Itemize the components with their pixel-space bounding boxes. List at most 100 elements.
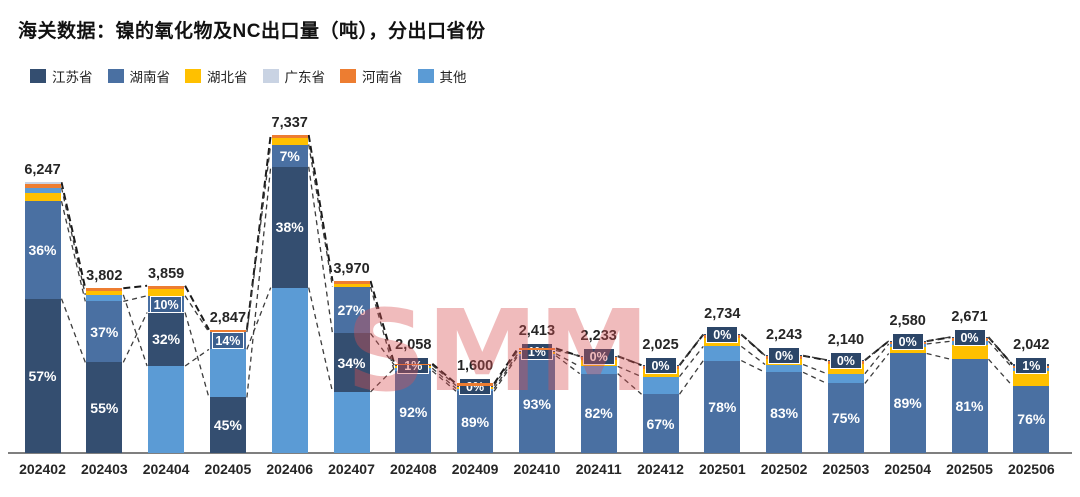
bar-total-label: 2,140 xyxy=(827,331,865,348)
connector-line xyxy=(123,284,148,290)
bar-total-label: 2,233 xyxy=(580,327,617,344)
segment-percent-label-boxed: 0% xyxy=(582,347,615,365)
bar-total-label: 2,580 xyxy=(889,312,926,329)
bar-segment xyxy=(704,346,741,361)
bar-segment xyxy=(148,289,185,296)
legend-item-2: 湖北省 xyxy=(185,66,248,86)
connector-line xyxy=(555,355,581,375)
bar-total-label: 3,859 xyxy=(147,265,185,282)
x-axis-label: 202506 xyxy=(1007,461,1055,477)
x-axis-label: 202403 xyxy=(80,461,128,477)
connector-line xyxy=(802,354,828,361)
connector-line xyxy=(926,352,951,360)
bar-segment xyxy=(704,360,741,453)
connector-line xyxy=(802,354,828,362)
x-axis-label: 202402 xyxy=(19,461,66,477)
x-axis-label: 202502 xyxy=(760,461,808,477)
bar-segment xyxy=(395,363,432,366)
bar-segment xyxy=(271,166,308,288)
bar-total-label: 2,058 xyxy=(395,337,432,354)
bar-segment xyxy=(1013,370,1050,386)
bar-segment xyxy=(951,344,988,360)
bar-segment xyxy=(580,373,617,453)
segment-percent-label-boxed: 0% xyxy=(459,377,492,395)
bar-total-label: 2,042 xyxy=(1013,336,1050,353)
connector-line xyxy=(678,360,704,395)
bar-segment xyxy=(333,280,370,285)
segment-percent-label: 78% xyxy=(708,398,737,415)
bar-segment xyxy=(209,349,246,398)
legend-swatch-icon xyxy=(262,69,279,83)
connector-line xyxy=(988,358,1013,387)
bar-segment xyxy=(271,135,308,139)
bar-segment xyxy=(766,364,803,373)
segment-percent-label-boxed: 1% xyxy=(397,357,430,375)
connector-line xyxy=(926,336,951,342)
bar-segment xyxy=(333,284,370,287)
bar-segment xyxy=(827,383,864,453)
segment-percent-label: 7% xyxy=(279,147,300,164)
bar-segment xyxy=(24,187,61,194)
connector-line xyxy=(617,373,642,395)
segment-percent-label: 57% xyxy=(28,367,57,384)
connector-line xyxy=(802,371,828,385)
bar-segment xyxy=(827,373,864,384)
segment-percent-label: 82% xyxy=(584,405,613,422)
bar-segment xyxy=(148,312,185,367)
bar-segment xyxy=(333,286,370,334)
connector-line xyxy=(555,353,581,367)
segment-percent-label: 36% xyxy=(28,241,57,258)
segment-percent-label-boxed: 0% xyxy=(829,351,862,369)
segment-percent-label: 89% xyxy=(893,395,922,412)
bar-total-label: 3,970 xyxy=(333,260,370,277)
legend-swatch-icon xyxy=(185,69,201,83)
x-axis-label: 202411 xyxy=(575,461,622,477)
connector-line xyxy=(741,359,766,373)
legend-label: 广东省 xyxy=(284,70,326,85)
x-axis-label: 202408 xyxy=(389,461,437,477)
legend-label: 湖北省 xyxy=(207,70,248,85)
x-axis-label: 202412 xyxy=(637,461,684,477)
bar-total-label: 3,802 xyxy=(86,268,123,285)
x-axis-line xyxy=(8,452,1072,454)
x-axis-label: 202404 xyxy=(142,461,190,477)
segment-percent-label: 75% xyxy=(831,410,860,427)
bar-segment xyxy=(86,290,123,295)
x-axis-label: 202409 xyxy=(451,461,499,477)
connector-line xyxy=(555,349,580,357)
legend: 江苏省 湖南省 湖北省 广东省 河南省 其他 xyxy=(30,66,467,86)
bar-segment xyxy=(395,370,432,453)
bar-segment xyxy=(86,294,123,302)
bar-total-label: 2,847 xyxy=(209,309,247,326)
legend-item-4: 河南省 xyxy=(340,66,403,86)
connector-line xyxy=(864,343,890,375)
bar-segment xyxy=(271,287,308,453)
segment-percent-label: 67% xyxy=(646,415,675,432)
connector-line xyxy=(184,348,210,367)
bar-segment xyxy=(333,333,370,392)
connector-line xyxy=(246,144,272,333)
bar-segment xyxy=(457,383,494,386)
legend-swatch-icon xyxy=(30,69,46,83)
legend-label: 湖南省 xyxy=(129,70,171,85)
connector-line xyxy=(246,166,272,398)
x-axis-label: 202410 xyxy=(513,461,561,477)
connector-line xyxy=(555,347,581,358)
segment-percent-label: 37% xyxy=(90,323,119,340)
segment-percent-label: 55% xyxy=(90,399,119,416)
segment-percent-label-boxed: 0% xyxy=(891,332,924,350)
bar-segment xyxy=(889,346,926,354)
connector-line xyxy=(926,340,951,345)
bar-segment xyxy=(889,353,926,453)
bar-segment xyxy=(271,144,308,167)
segment-percent-label: 81% xyxy=(955,398,984,415)
connector-line xyxy=(617,365,642,378)
connector-line xyxy=(123,295,148,303)
segment-percent-label-boxed: 0% xyxy=(644,356,677,374)
bar-segment xyxy=(86,301,123,363)
segment-percent-label-boxed: 14% xyxy=(211,332,244,350)
bar-segment xyxy=(24,193,61,202)
x-axis-label: 202503 xyxy=(822,461,870,477)
bar-total-label: 6,247 xyxy=(24,162,61,179)
